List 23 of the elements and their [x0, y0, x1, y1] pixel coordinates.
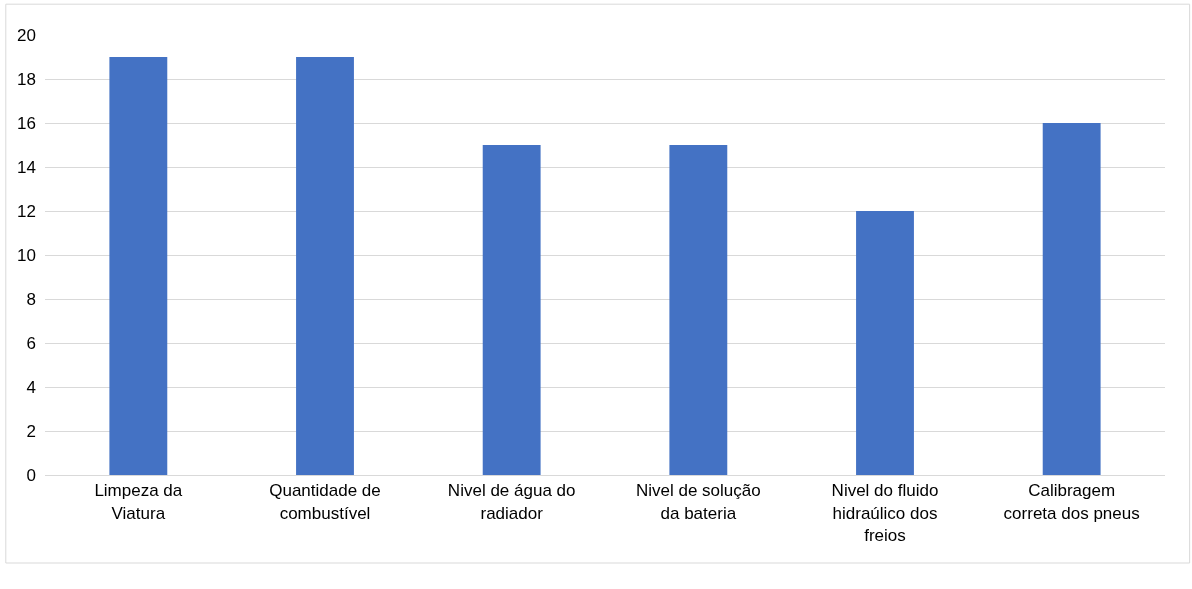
y-tick-label: 0: [26, 465, 36, 485]
y-tick-label: 18: [17, 69, 36, 89]
x-tick-label: Nivel de solução da bateria: [635, 481, 761, 523]
bar: [482, 145, 541, 475]
y-tick-label: 6: [26, 333, 36, 353]
bar: [669, 145, 728, 475]
y-tick-label: 4: [26, 377, 36, 397]
x-tick-label: Nivel de água do radiador: [447, 481, 576, 523]
y-tick-label: 10: [17, 245, 36, 265]
bar: [1042, 123, 1101, 475]
bar: [109, 57, 168, 475]
x-tick-label: Quantidade de combustível: [269, 481, 381, 523]
x-tick-label: Limpeza da Viatura: [94, 481, 183, 523]
bar: [296, 57, 354, 475]
x-tick-label: Calibragem correta dos pneus: [1003, 481, 1140, 523]
bar: [856, 211, 914, 475]
x-tick-label: Nivel do fluido hidraúlico dos freios: [831, 481, 939, 545]
y-tick-label: 20: [17, 25, 36, 45]
y-tick-label: 8: [26, 289, 36, 309]
y-tick-label: 14: [17, 157, 36, 177]
y-tick-label: 16: [17, 113, 36, 133]
y-tick-label: 2: [26, 421, 36, 441]
y-tick-label: 12: [17, 201, 36, 221]
